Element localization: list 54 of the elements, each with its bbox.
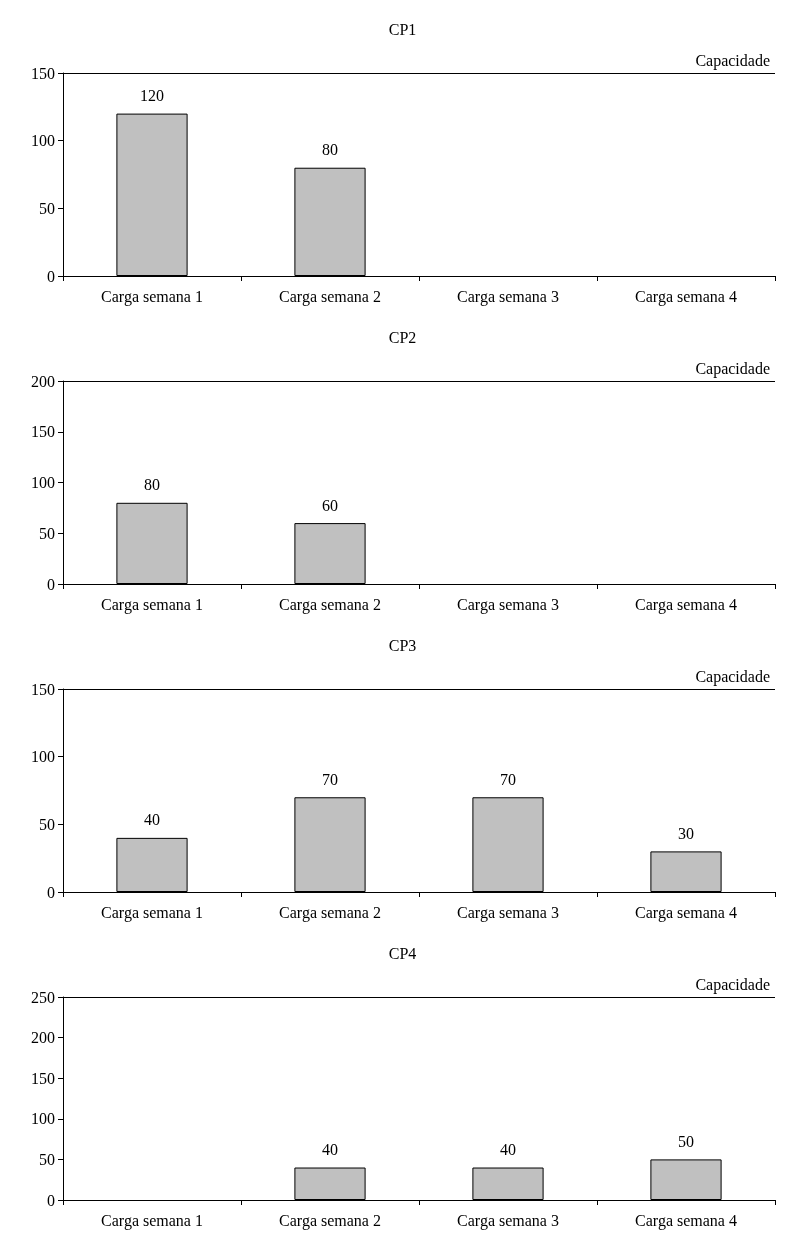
x-tick-label: Carga semana 1 xyxy=(101,1211,203,1230)
x-tick-label: Carga semana 2 xyxy=(279,595,381,614)
chart-title: CP1 xyxy=(388,20,417,38)
x-tick-label: Carga semana 4 xyxy=(635,595,737,614)
y-tick-label: 100 xyxy=(31,1110,55,1128)
x-tick-label: Carga semana 1 xyxy=(101,595,203,614)
x-tick-label: Carga semana 2 xyxy=(279,1211,381,1230)
y-tick-label: 0 xyxy=(47,1191,55,1209)
x-tick-label: Carga semana 1 xyxy=(101,287,203,306)
y-tick-label: 0 xyxy=(47,267,55,285)
y-tick-label: 100 xyxy=(31,132,55,150)
data-label: 70 xyxy=(322,770,338,788)
x-tick-label: Carga semana 3 xyxy=(457,1211,559,1230)
data-label: 40 xyxy=(322,1141,338,1159)
chart-title: CP2 xyxy=(388,328,417,346)
data-label: 40 xyxy=(500,1141,516,1159)
y-tick-label: 150 xyxy=(31,64,55,82)
x-tick-label: Carga semana 4 xyxy=(635,1211,737,1230)
data-label: 80 xyxy=(144,476,160,494)
y-tick-label: 0 xyxy=(47,883,55,901)
y-tick-label: 150 xyxy=(31,423,55,441)
x-tick-label: Carga semana 4 xyxy=(635,287,737,306)
x-tick-label: Carga semana 2 xyxy=(279,287,381,306)
chart-title: CP4 xyxy=(388,944,417,962)
data-label: 80 xyxy=(322,141,338,159)
y-tick-label: 150 xyxy=(31,1069,55,1087)
y-tick-label: 50 xyxy=(39,199,55,217)
x-tick-label: Carga semana 3 xyxy=(457,903,559,922)
chart-title: CP3 xyxy=(388,636,417,654)
data-label: 40 xyxy=(144,811,160,829)
y-tick-label: 50 xyxy=(39,815,55,833)
ref-line-label: Capacidade xyxy=(695,667,770,686)
data-label: 120 xyxy=(140,87,164,105)
ref-line-label: Capacidade xyxy=(695,359,770,378)
x-tick-label: Carga semana 2 xyxy=(279,903,381,922)
y-tick-label: 100 xyxy=(31,474,55,491)
y-tick-label: 50 xyxy=(39,1150,55,1168)
y-tick-label: 150 xyxy=(31,680,55,698)
data-label: 70 xyxy=(500,770,516,788)
x-tick-label: Carga semana 3 xyxy=(457,287,559,306)
y-tick-label: 250 xyxy=(31,988,55,1006)
y-tick-label: 100 xyxy=(31,748,55,766)
data-label: 30 xyxy=(678,824,694,842)
y-tick-label: 200 xyxy=(31,1029,55,1047)
y-tick-label: 0 xyxy=(47,575,55,593)
x-tick-label: Carga semana 1 xyxy=(101,903,203,922)
y-tick-label: 50 xyxy=(39,524,55,542)
data-label: 60 xyxy=(322,496,338,514)
y-tick-label: 200 xyxy=(31,372,55,390)
data-label: 50 xyxy=(678,1132,694,1150)
ref-line-label: Capacidade xyxy=(695,51,770,70)
x-tick-label: Carga semana 4 xyxy=(635,903,737,922)
ref-line-label: Capacidade xyxy=(695,975,770,994)
x-tick-label: Carga semana 3 xyxy=(457,595,559,614)
